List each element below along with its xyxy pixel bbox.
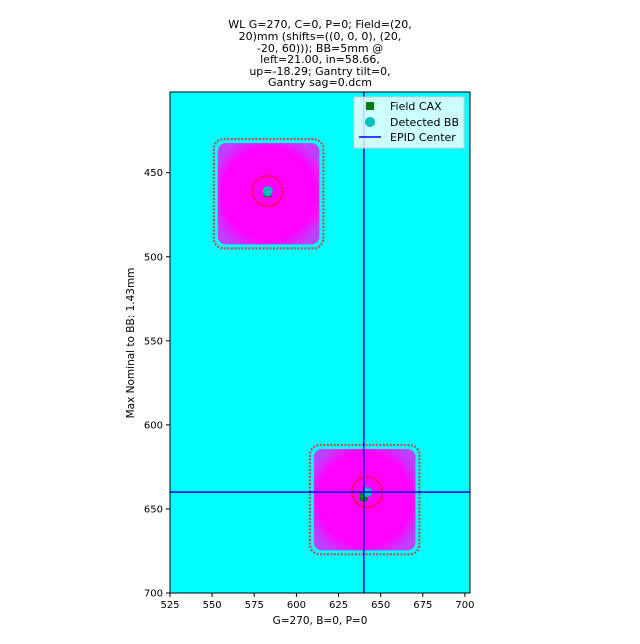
y-tick-label: 450: [144, 168, 163, 179]
y-tick-label: 500: [144, 252, 163, 263]
chart-title: WL G=270, C=0, P=0; Field=(20, 20)mm (sh…: [228, 18, 412, 89]
y-tick-label: 700: [144, 589, 163, 600]
title-line: 20)mm (shifts=((0, 0, 0), (20,: [239, 30, 402, 43]
title-line: -20, 60))); BB=5mm @: [257, 42, 383, 55]
detected-bb-marker: [262, 186, 273, 197]
title-line: Gantry sag=0.dcm: [268, 76, 372, 89]
y-tick-label: 550: [144, 336, 163, 347]
x-tick-label: 675: [413, 600, 432, 611]
legend-label-detected-bb: Detected BB: [390, 116, 459, 129]
x-tick-label: 600: [287, 600, 306, 611]
x-tick-label: 650: [371, 600, 390, 611]
legend: Field CAX Detected BB EPID Center: [353, 96, 465, 149]
axes-frame: [169, 91, 471, 594]
title-line: up=-18.29; Gantry tilt=0,: [249, 65, 390, 78]
legend-marker-detected-bb: [365, 117, 375, 127]
y-tick-label: 600: [144, 420, 163, 431]
legend-label-field-cax: Field CAX: [390, 100, 442, 113]
plot-layer: [170, 92, 470, 593]
y-axis-ticks: 450 500 550 600 650 700: [144, 168, 170, 600]
x-tick-label: 550: [203, 600, 222, 611]
x-tick-label: 575: [245, 600, 264, 611]
x-axis-label: G=270, B=0, P=0: [273, 615, 368, 627]
title-line: WL G=270, C=0, P=0; Field=(20,: [228, 18, 412, 31]
legend-label-epid-center: EPID Center: [390, 131, 456, 144]
y-tick-label: 650: [144, 504, 163, 515]
title-line: left=21.00, in=58.66,: [260, 53, 380, 66]
y-axis-label: Max Nominal to BB: 1.43mm: [125, 268, 137, 419]
x-axis-ticks: 525 550 575 600 625 650 675 700: [160, 593, 474, 611]
legend-marker-field-cax: [366, 102, 374, 110]
x-tick-label: 525: [160, 600, 179, 611]
bb-contour: [251, 175, 284, 208]
x-tick-label: 625: [329, 600, 348, 611]
x-tick-label: 700: [455, 600, 474, 611]
